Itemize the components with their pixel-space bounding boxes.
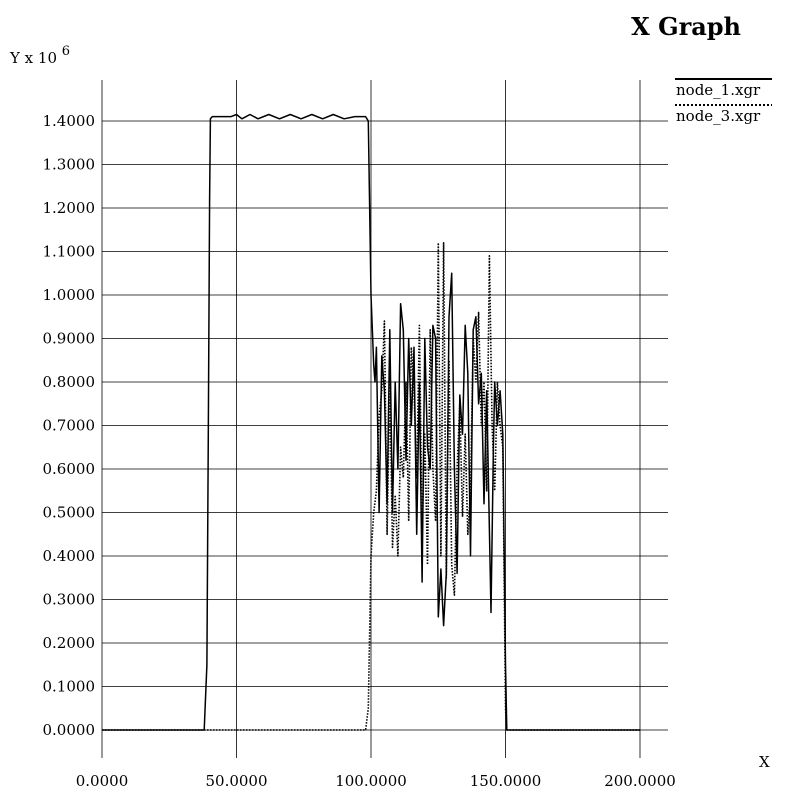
series-line-2 xyxy=(102,242,640,731)
y-tick-label: 0.5000 xyxy=(43,504,96,522)
y-tick-label: 0.8000 xyxy=(43,373,96,391)
x-tick-label: 150.0000 xyxy=(470,772,542,790)
chart-title: X Graph xyxy=(631,12,741,41)
y-tick-label: 1.2000 xyxy=(43,199,96,217)
y-tick-label: 0.1000 xyxy=(43,678,96,696)
legend-layer: node_1.xgr node_3.xgr xyxy=(675,78,772,125)
legend-label-2: node_3.xgr xyxy=(676,107,761,125)
y-tick-label: 0.6000 xyxy=(43,460,96,478)
y-axis-label-exponent: 6 xyxy=(62,44,70,59)
y-axis-label: Y x 10 6 xyxy=(9,44,70,67)
y-tick-label: 1.3000 xyxy=(43,156,96,174)
grid-layer xyxy=(101,80,668,758)
y-tick-label: 0.7000 xyxy=(43,417,96,435)
x-tick-label: 200.0000 xyxy=(604,772,676,790)
y-tick-label: 1.0000 xyxy=(43,286,96,304)
y-tick-label: 1.4000 xyxy=(43,112,96,130)
y-tick-label: 0.9000 xyxy=(43,330,96,348)
x-tick-label: 100.0000 xyxy=(335,772,407,790)
x-axis-label: X xyxy=(759,753,770,771)
x-tick-label: 50.0000 xyxy=(205,772,267,790)
y-tick-label: 0.3000 xyxy=(43,591,96,609)
y-tick-label: 0.0000 xyxy=(43,721,96,739)
y-tick-label: 0.4000 xyxy=(43,547,96,565)
y-axis-label-base: Y x 10 xyxy=(9,49,57,67)
y-tick-label: 1.1000 xyxy=(43,243,96,261)
legend-label-1: node_1.xgr xyxy=(676,81,761,99)
y-tick-label: 0.2000 xyxy=(43,634,96,652)
x-tick-label: 0.0000 xyxy=(76,772,129,790)
series-layer xyxy=(102,113,640,731)
tick-layer: 0.0000 0.1000 0.2000 0.3000 0.4000 0.5000 0.60… xyxy=(43,112,676,790)
